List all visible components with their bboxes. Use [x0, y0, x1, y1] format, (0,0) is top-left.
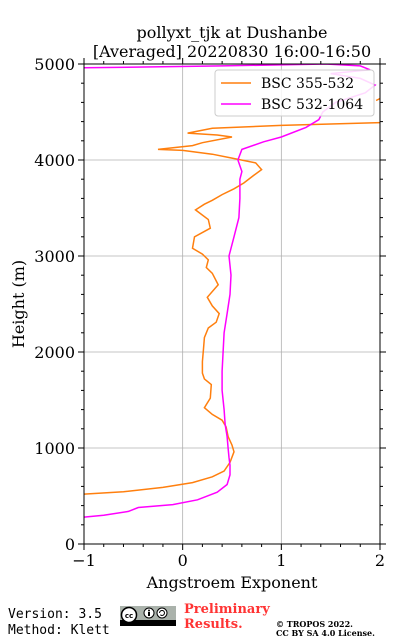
preliminary-results-note: Preliminary Results.: [184, 602, 270, 632]
chart-title-line-1: pollyxt_tjk at Dushanbe: [136, 23, 327, 42]
legend: BSC 355-532 BSC 532-1064: [214, 69, 375, 117]
y-tick-label-2: 2000: [34, 343, 75, 362]
preliminary-line-2: Results.: [184, 617, 243, 632]
y-tick-label-4: 4000: [34, 151, 75, 170]
series-lines: [84, 64, 380, 518]
y-tick-label-5: 5000: [34, 55, 75, 74]
y-axis-label: Height (m): [9, 260, 28, 348]
grid-lines: [83, 63, 381, 545]
plot-frame: [83, 63, 381, 545]
copyright-line-2: CC BY SA 4.0 License.: [276, 628, 375, 638]
preliminary-line-1: Preliminary: [184, 602, 270, 617]
y-tick-label-0: 0: [65, 535, 75, 554]
cc-by-sa-icon: cc: [120, 606, 176, 626]
method-text: Method: Klett: [8, 623, 110, 638]
version-text: Version: 3.5: [8, 607, 102, 622]
x-tick-label-0: −1: [72, 551, 96, 570]
series-line-2: [84, 64, 377, 518]
y-tick-label-3: 3000: [34, 247, 75, 266]
x-tick-label-1: 0: [178, 551, 188, 570]
copyright-note: © TROPOS 2022. CC BY SA 4.0 License.: [276, 620, 375, 638]
chart-title-line-2: [Averaged] 20220830 16:00-16:50: [93, 42, 371, 61]
x-axis-label: Angstroem Exponent: [146, 573, 318, 592]
x-tick-label-3: 2: [375, 551, 385, 570]
legend-label-2: BSC 532-1064: [261, 97, 363, 113]
legend-label-1: BSC 355-532: [261, 76, 354, 92]
chart-title: pollyxt_tjk at Dushanbe[Averaged] 202208…: [93, 23, 371, 61]
series-line-1-segment: [375, 97, 380, 102]
copyright-line-1: © TROPOS 2022.: [276, 619, 353, 629]
series-line-1: [84, 121, 380, 495]
y-tick-label-1: 1000: [34, 439, 75, 458]
x-tick-label-2: 1: [276, 551, 286, 570]
svg-text:cc: cc: [125, 612, 133, 620]
legend-box: [214, 69, 375, 117]
